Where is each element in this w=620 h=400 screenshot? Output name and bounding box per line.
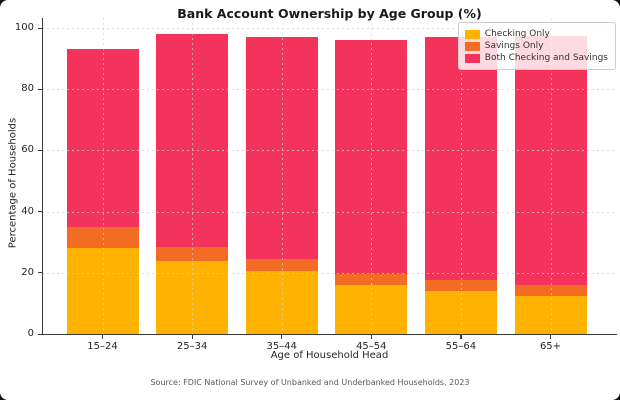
x-tick-label: 55–64 bbox=[445, 341, 477, 352]
legend-item: Savings Only bbox=[464, 41, 608, 51]
x-gridline bbox=[281, 18, 283, 334]
y-tick-label: 100 bbox=[14, 22, 34, 33]
y-gridline bbox=[42, 28, 617, 29]
y-tick bbox=[38, 272, 42, 274]
y-tick bbox=[38, 88, 42, 90]
y-tick-label: 20 bbox=[21, 266, 34, 278]
y-tick bbox=[38, 211, 42, 213]
y-tick-label: 40 bbox=[21, 205, 34, 217]
chart-title: Bank Account Ownership by Age Group (%) bbox=[177, 6, 482, 21]
legend-item: Both Checking and Savings bbox=[464, 53, 608, 63]
y-tick-label: 60 bbox=[21, 144, 34, 156]
x-gridline bbox=[550, 18, 552, 334]
y-gridline bbox=[42, 150, 617, 152]
x-gridline bbox=[192, 18, 194, 334]
y-axis-label: Percentage of Households bbox=[7, 117, 19, 249]
x-gridline bbox=[102, 18, 104, 334]
legend-swatch bbox=[464, 29, 480, 39]
x-gridline bbox=[460, 18, 462, 334]
y-tick-label: 80 bbox=[21, 83, 34, 95]
legend-label: Checking Only bbox=[484, 29, 550, 39]
x-tick bbox=[370, 335, 372, 339]
x-gridline bbox=[371, 18, 373, 334]
legend-item: Checking Only bbox=[464, 29, 608, 39]
y-gridline bbox=[42, 89, 617, 91]
y-tick bbox=[38, 27, 42, 29]
legend-swatch bbox=[464, 41, 480, 51]
y-gridline bbox=[42, 211, 617, 213]
x-tick bbox=[281, 335, 283, 339]
x-axis-label: Age of Household Head bbox=[270, 350, 389, 361]
x-tick bbox=[550, 335, 552, 339]
y-tick bbox=[38, 333, 42, 335]
source-note: Source: FDIC National Survey of Unbanked… bbox=[150, 378, 470, 387]
x-axis-spine bbox=[42, 334, 617, 336]
x-tick-label: 65+ bbox=[539, 341, 562, 352]
plot-area: Checking Only Savings Only Both Checking a… bbox=[15, 18, 617, 352]
x-tick-label: 35–44 bbox=[266, 341, 297, 352]
x-tick-label: 25–34 bbox=[176, 341, 208, 352]
legend-swatch bbox=[464, 53, 480, 63]
y-axis-spine bbox=[42, 18, 44, 335]
x-tick bbox=[460, 335, 462, 339]
x-tick-label: 15–24 bbox=[87, 341, 118, 352]
legend-label: Savings Only bbox=[484, 41, 544, 51]
legend-label: Both Checking and Savings bbox=[484, 53, 608, 63]
legend: Checking Only Savings Only Both Checking a… bbox=[457, 22, 616, 70]
x-tick bbox=[191, 335, 193, 339]
x-tick bbox=[102, 335, 104, 339]
x-tick-label: 45–54 bbox=[356, 341, 387, 352]
y-gridline bbox=[42, 272, 617, 274]
y-tick-label: 0 bbox=[27, 328, 34, 339]
y-tick bbox=[38, 149, 42, 152]
